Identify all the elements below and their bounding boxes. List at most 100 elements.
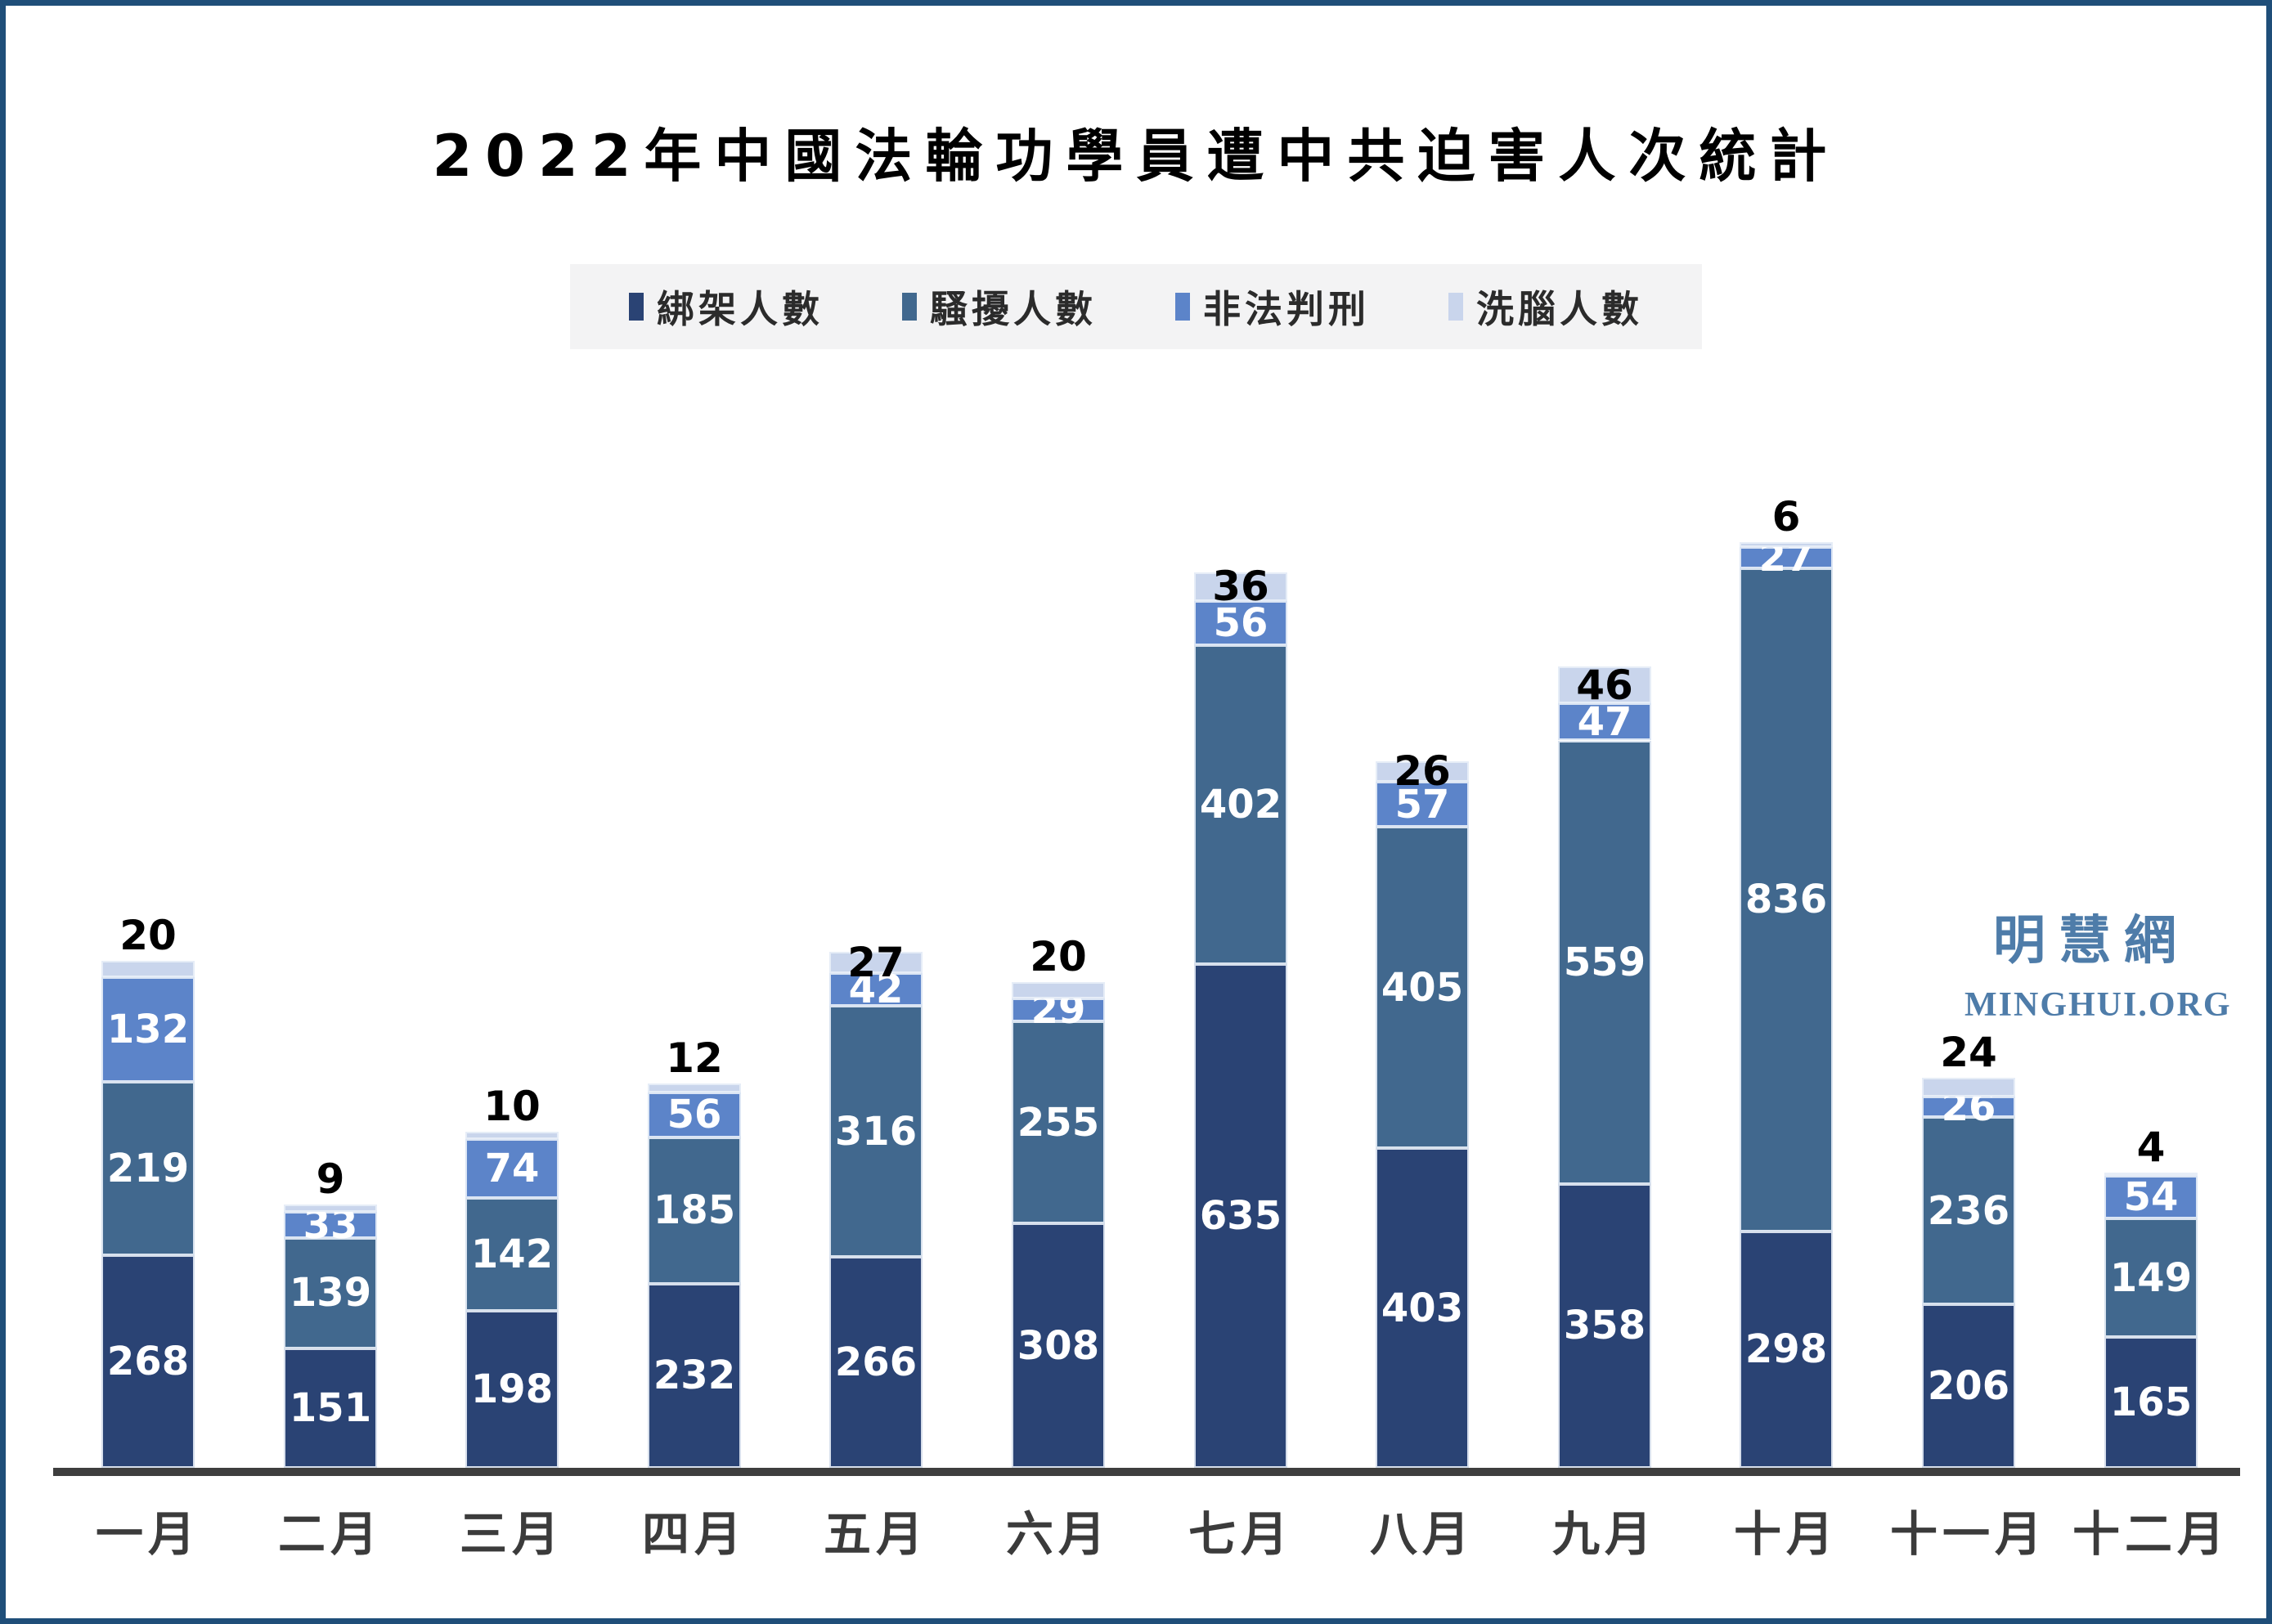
value-label-m11-s1: 206: [1927, 1363, 2010, 1410]
bar-segment-m2-s2: [284, 1237, 377, 1348]
x-label-9: 九月: [1551, 1506, 1657, 1562]
value-label-m7-s2: 402: [1199, 782, 1282, 828]
bar-segment-m2-s1: [284, 1348, 377, 1468]
x-axis-line: [53, 1468, 2240, 1476]
value-label-m5-s4: 27: [847, 938, 905, 986]
bar-segment-m7-s2: [1194, 645, 1287, 965]
value-label-m6-s3: 29: [1030, 986, 1086, 1033]
bar-segment-m5-s3: [829, 972, 923, 1007]
value-label-m6-s1: 308: [1017, 1322, 1100, 1369]
legend-item-3: 非法判刑: [1175, 280, 1370, 334]
x-label-5: 五月: [823, 1506, 928, 1562]
x-label-3: 三月: [459, 1506, 564, 1562]
bar-segment-m10-s1: [1740, 1231, 1833, 1468]
bar-segment-m9-s4: [1558, 666, 1651, 703]
value-label-m3-s3: 74: [484, 1146, 540, 1192]
bar-segment-m10-s3: [1740, 546, 1833, 569]
x-label-12: 十二月: [2072, 1506, 2229, 1562]
bar-segment-m11-s3: [1922, 1097, 2015, 1118]
value-label-m4-s4: 12: [666, 1034, 723, 1082]
value-label-m12-s1: 165: [2109, 1379, 2193, 1425]
bar-segment-m4-s4: [648, 1083, 741, 1093]
x-label-8: 八月: [1369, 1506, 1475, 1562]
plot-area: 268 219 132 20 一月 151 139 33 9 二月 198 142 74 10 三月 232 1…: [6, 6, 2266, 1618]
bar-segment-m6-s4: [1012, 982, 1105, 998]
bar-segment-m1-s1: [101, 1255, 195, 1468]
value-label-m9-s3: 47: [1577, 698, 1632, 745]
watermark-latin: MINGHUI.ORG: [1964, 986, 2232, 1024]
value-label-m1-s1: 268: [106, 1339, 190, 1384]
value-label-m3-s4: 10: [483, 1082, 541, 1130]
value-label-m7-s3: 56: [1213, 599, 1268, 646]
bar-segment-m12-s1: [2104, 1336, 2198, 1468]
value-label-m12-s3: 54: [2123, 1174, 2179, 1221]
bar-segment-m12-s3: [2104, 1176, 2198, 1219]
bar-segment-m11-s1: [1922, 1304, 2015, 1468]
bar-segment-m11-s2: [1922, 1117, 2015, 1305]
watermark: 明慧網 MINGHUI.ORG: [1964, 899, 2232, 1025]
bar-segment-m4-s2: [648, 1137, 741, 1284]
bar-segment-m8-s4: [1376, 760, 1469, 782]
legend-item-1: 綁架人數: [629, 280, 824, 334]
legend-item-4: 洗腦人數: [1448, 280, 1643, 334]
bar-segment-m2-s4: [284, 1204, 377, 1212]
legend-label: 洗腦人數: [1476, 288, 1643, 330]
legend-label: 非法判刑: [1203, 288, 1370, 330]
bar-segment-m5-s4: [829, 951, 923, 973]
bar-segment-m1-s2: [101, 1081, 195, 1256]
bar-segment-m3-s2: [465, 1198, 559, 1311]
bar-segment-m7-s1: [1194, 964, 1287, 1468]
value-label-m10-s3: 27: [1758, 534, 1814, 581]
value-label-m6-s4: 20: [1030, 933, 1087, 981]
bar-segment-m7-s3: [1194, 600, 1287, 646]
bar-segment-m2-s3: [284, 1211, 377, 1238]
value-label-m8-s4: 26: [1394, 747, 1451, 796]
value-label-m5-s2: 316: [834, 1108, 918, 1155]
value-label-m11-s4: 24: [1940, 1028, 1997, 1076]
x-label-6: 六月: [1005, 1506, 1111, 1562]
bar-segment-m3-s1: [465, 1310, 559, 1468]
bar-segment-m9-s1: [1558, 1183, 1651, 1468]
x-label-7: 七月: [1188, 1506, 1293, 1562]
value-label-m2-s2: 139: [289, 1270, 372, 1317]
bar-segment-m12-s2: [2104, 1218, 2198, 1337]
legend-label: 騷擾人數: [930, 288, 1097, 330]
bar-segment-m8-s1: [1376, 1148, 1469, 1468]
value-label-m10-s2: 836: [1744, 877, 1828, 923]
value-label-m4-s3: 56: [667, 1092, 722, 1138]
bar-segment-m4-s3: [648, 1092, 741, 1137]
chart-title: 2022年中國法輪功學員遭中共迫害人次統計: [432, 123, 1840, 190]
x-label-10: 十月: [1733, 1506, 1839, 1562]
x-label-1: 一月: [95, 1506, 200, 1562]
legend-swatch-icon: [1448, 293, 1463, 321]
bar-segment-m4-s1: [648, 1283, 741, 1468]
value-label-m8-s3: 57: [1394, 781, 1450, 828]
bar-segment-m1-s3: [101, 976, 195, 1082]
value-label-m3-s2: 142: [470, 1231, 554, 1278]
x-label-2: 二月: [277, 1506, 383, 1562]
value-label-m12-s4: 4: [2136, 1124, 2166, 1172]
bar-segment-m7-s4: [1194, 572, 1287, 601]
x-label-11: 十一月: [1889, 1506, 2047, 1562]
value-label-m2-s1: 151: [289, 1384, 372, 1431]
x-label-4: 四月: [641, 1506, 747, 1562]
bar-segment-m6-s3: [1012, 998, 1105, 1021]
value-label-m5-s1: 266: [834, 1339, 918, 1385]
value-label-m8-s2: 405: [1381, 964, 1464, 1011]
bar-segment-m12-s4: [2104, 1173, 2198, 1177]
value-label-m4-s1: 232: [653, 1353, 736, 1399]
value-label-m6-s2: 255: [1017, 1099, 1100, 1146]
legend-item-2: 騷擾人數: [902, 280, 1097, 334]
value-label-m9-s4: 46: [1576, 661, 1633, 709]
bar-segment-m10-s4: [1740, 542, 1833, 547]
bar-segment-m8-s2: [1376, 827, 1469, 1149]
bar-segment-m3-s3: [465, 1139, 559, 1199]
value-label-m7-s4: 36: [1212, 563, 1269, 611]
value-label-m4-s2: 185: [653, 1187, 736, 1234]
bar-segment-m10-s2: [1740, 568, 1833, 1231]
bar-segment-m5-s1: [829, 1256, 923, 1468]
value-label-m1-s2: 219: [106, 1145, 190, 1191]
value-label-m5-s3: 42: [848, 967, 904, 1013]
value-label-m12-s2: 149: [2109, 1254, 2193, 1301]
